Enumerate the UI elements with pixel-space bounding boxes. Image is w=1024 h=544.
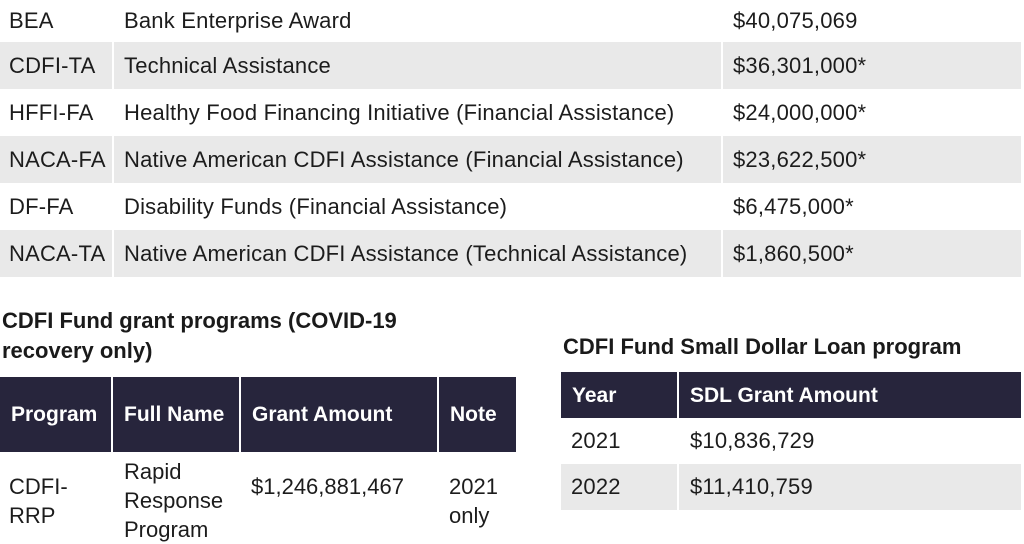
program-note: 2021 only xyxy=(449,474,498,528)
program-code: CDFI-TA xyxy=(0,42,114,89)
program-name: Native American CDFI Assistance (Financi… xyxy=(114,136,723,183)
column-header-grant-amount: Grant Amount xyxy=(241,377,439,452)
program-name: Technical Assistance xyxy=(114,42,723,89)
column-header-program: Program xyxy=(0,377,113,452)
year-cell: 2021 xyxy=(571,428,621,453)
program-name: Native American CDFI Assistance (Technic… xyxy=(114,230,723,277)
program-amount: $6,475,000* xyxy=(733,193,854,219)
column-header-full-name: Full Name xyxy=(113,377,241,452)
table-row: CDFI-TA Technical Assistance $36,301,000… xyxy=(0,42,1021,89)
covid-grant-table: Program Full Name Grant Amount Note CDFI… xyxy=(0,377,516,544)
program-amount: $23,622,500* xyxy=(723,136,1021,183)
program-name: Disability Funds (Financial Assistance) xyxy=(124,193,508,219)
sdl-amount-cell: $11,410,759 xyxy=(679,464,1021,510)
table-row: HFFI-FA Healthy Food Financing Initiativ… xyxy=(0,89,1021,136)
table-row: 2022 $11,410,759 xyxy=(561,464,1021,510)
program-amount: $24,000,000* xyxy=(733,99,867,125)
program-amount: $40,075,069 xyxy=(733,8,858,33)
grant-amount: $1,246,881,467 xyxy=(251,474,404,499)
program-amount: $36,301,000* xyxy=(723,42,1021,89)
covid-section-heading: CDFI Fund grant programs (COVID-19 recov… xyxy=(2,308,397,363)
table-row: DF-FA Disability Funds (Financial Assist… xyxy=(0,183,1021,230)
program-code: NACA-TA xyxy=(0,230,114,277)
sdl-section-heading: CDFI Fund Small Dollar Loan program xyxy=(563,334,962,359)
program-name: Healthy Food Financing Initiative (Finan… xyxy=(124,99,675,125)
program-full-name: Rapid Response Program xyxy=(124,459,224,542)
grant-programs-table: BEA Bank Enterprise Award $40,075,069 CD… xyxy=(0,0,1021,277)
table-header-row: Year SDL Grant Amount xyxy=(561,372,1021,418)
table-header-row: Program Full Name Grant Amount Note xyxy=(0,377,516,452)
table-row: CDFI-RRP Rapid Response Program $1,246,8… xyxy=(0,452,516,544)
table-row: BEA Bank Enterprise Award $40,075,069 xyxy=(0,0,1021,42)
program-code: HFFI-FA xyxy=(9,99,94,125)
program-code: BEA xyxy=(9,8,54,33)
table-row: NACA-FA Native American CDFI Assistance … xyxy=(0,136,1021,183)
column-header-sdl-amount: SDL Grant Amount xyxy=(679,372,1021,418)
program-amount: $1,860,500* xyxy=(723,230,1021,277)
program-code: DF-FA xyxy=(9,193,74,219)
column-header-year: Year xyxy=(561,372,679,418)
sdl-amount-cell: $10,836,729 xyxy=(690,428,815,453)
sdl-grant-table: Year SDL Grant Amount 2021 $10,836,729 2… xyxy=(561,372,1021,510)
table-row: NACA-TA Native American CDFI Assistance … xyxy=(0,230,1021,277)
program-code: NACA-FA xyxy=(0,136,114,183)
program-name: Bank Enterprise Award xyxy=(124,8,352,33)
column-header-note: Note xyxy=(439,377,516,452)
table-row: 2021 $10,836,729 xyxy=(561,418,1021,464)
program-code: CDFI-RRP xyxy=(9,474,68,528)
year-cell: 2022 xyxy=(561,464,679,510)
